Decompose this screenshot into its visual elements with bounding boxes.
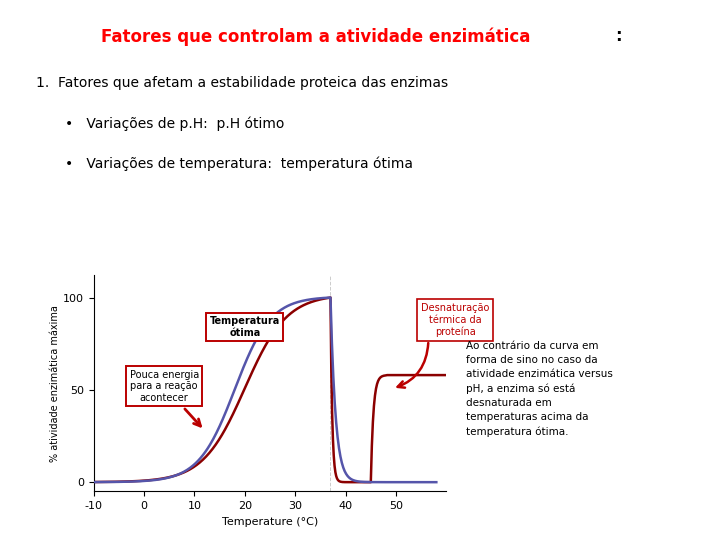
Text: Temperatura
ótima: Temperatura ótima <box>210 316 280 338</box>
FancyArrowPatch shape <box>397 343 428 388</box>
Text: Fatores que controlam a atividade enzimática: Fatores que controlam a atividade enzimá… <box>101 27 530 45</box>
X-axis label: Temperature (°C): Temperature (°C) <box>222 517 318 526</box>
Text: Ao contrário da curva em
forma de sino no caso da
atividade enzimática versus
pH: Ao contrário da curva em forma de sino n… <box>466 341 613 436</box>
Text: :: : <box>616 27 622 45</box>
Text: Desnaturação
térmica da
proteína: Desnaturação térmica da proteína <box>421 303 490 337</box>
Text: •   Variações de p.H:  p.H ótimo: • Variações de p.H: p.H ótimo <box>65 116 284 131</box>
Text: •   Variações de temperatura:  temperatura ótima: • Variações de temperatura: temperatura … <box>65 157 413 171</box>
Y-axis label: % atividade enzimática máxima: % atividade enzimática máxima <box>50 305 60 462</box>
Text: Pouca energia
para a reação
acontecer: Pouca energia para a reação acontecer <box>130 369 201 426</box>
Text: 1.  Fatores que afetam a estabilidade proteica das enzimas: 1. Fatores que afetam a estabilidade pro… <box>36 76 448 90</box>
